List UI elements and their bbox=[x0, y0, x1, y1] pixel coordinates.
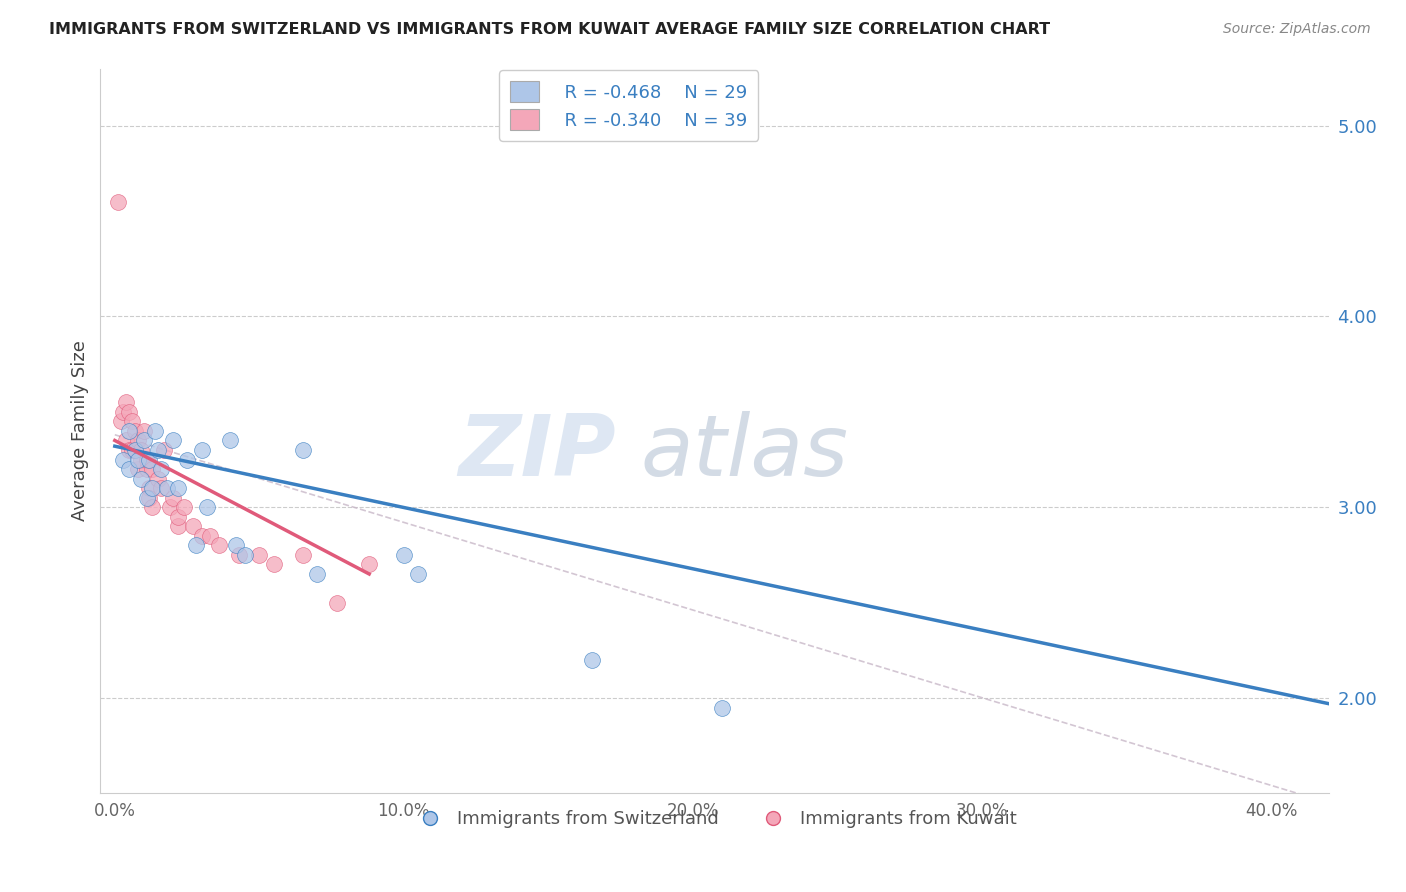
Point bbox=[146, 472, 169, 486]
Point bbox=[392, 548, 415, 562]
Point bbox=[129, 472, 152, 486]
Point bbox=[138, 452, 160, 467]
Point bbox=[173, 500, 195, 515]
Point bbox=[228, 548, 250, 562]
Point bbox=[153, 442, 176, 457]
Point bbox=[263, 558, 285, 572]
Point bbox=[184, 538, 207, 552]
Point bbox=[156, 481, 179, 495]
Point bbox=[219, 434, 242, 448]
Point bbox=[150, 462, 173, 476]
Point bbox=[118, 462, 141, 476]
Point bbox=[307, 566, 329, 581]
Point bbox=[181, 519, 204, 533]
Point bbox=[408, 566, 430, 581]
Point bbox=[326, 596, 349, 610]
Point bbox=[291, 548, 314, 562]
Point bbox=[146, 442, 169, 457]
Point bbox=[167, 509, 190, 524]
Point bbox=[132, 434, 155, 448]
Point bbox=[124, 442, 146, 457]
Point bbox=[127, 462, 149, 476]
Text: IMMIGRANTS FROM SWITZERLAND VS IMMIGRANTS FROM KUWAIT AVERAGE FAMILY SIZE CORREL: IMMIGRANTS FROM SWITZERLAND VS IMMIGRANT… bbox=[49, 22, 1050, 37]
Point bbox=[167, 481, 190, 495]
Point bbox=[190, 529, 212, 543]
Point bbox=[247, 548, 270, 562]
Point bbox=[127, 452, 149, 467]
Y-axis label: Average Family Size: Average Family Size bbox=[72, 341, 89, 521]
Point bbox=[129, 442, 152, 457]
Point bbox=[124, 424, 146, 438]
Point bbox=[167, 519, 190, 533]
Point bbox=[291, 442, 314, 457]
Point bbox=[143, 424, 166, 438]
Point bbox=[110, 414, 132, 428]
Point bbox=[162, 434, 184, 448]
Point bbox=[141, 481, 163, 495]
Point bbox=[138, 481, 160, 495]
Point bbox=[190, 442, 212, 457]
Point bbox=[127, 434, 149, 448]
Point bbox=[121, 414, 143, 428]
Point bbox=[121, 442, 143, 457]
Point bbox=[135, 452, 157, 467]
Text: ZIP: ZIP bbox=[458, 411, 616, 494]
Point bbox=[150, 481, 173, 495]
Point bbox=[176, 452, 198, 467]
Point bbox=[208, 538, 231, 552]
Point bbox=[581, 653, 603, 667]
Point bbox=[118, 405, 141, 419]
Point bbox=[138, 491, 160, 505]
Point bbox=[359, 558, 381, 572]
Point bbox=[118, 442, 141, 457]
Point bbox=[159, 500, 181, 515]
Point bbox=[132, 424, 155, 438]
Point bbox=[129, 452, 152, 467]
Point bbox=[112, 405, 135, 419]
Point bbox=[112, 452, 135, 467]
Point bbox=[107, 195, 129, 210]
Point bbox=[162, 491, 184, 505]
Point bbox=[141, 462, 163, 476]
Text: Source: ZipAtlas.com: Source: ZipAtlas.com bbox=[1223, 22, 1371, 37]
Point bbox=[118, 424, 141, 438]
Point bbox=[225, 538, 247, 552]
Point bbox=[135, 462, 157, 476]
Point bbox=[195, 500, 218, 515]
Point bbox=[198, 529, 221, 543]
Point bbox=[233, 548, 256, 562]
Point bbox=[135, 491, 157, 505]
Point bbox=[141, 500, 163, 515]
Point bbox=[115, 434, 138, 448]
Legend: Immigrants from Switzerland, Immigrants from Kuwait: Immigrants from Switzerland, Immigrants … bbox=[405, 803, 1024, 835]
Point bbox=[115, 395, 138, 409]
Point bbox=[710, 700, 733, 714]
Text: atlas: atlas bbox=[641, 411, 849, 494]
